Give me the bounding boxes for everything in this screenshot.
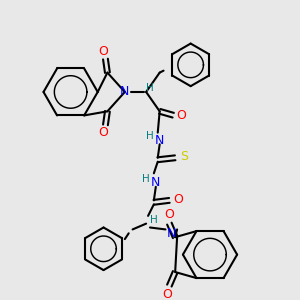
Text: H: H <box>146 131 154 142</box>
Text: N: N <box>151 176 160 190</box>
Text: H: H <box>150 215 158 225</box>
Text: O: O <box>176 109 186 122</box>
Text: N: N <box>167 227 176 240</box>
Text: O: O <box>99 126 109 139</box>
Text: O: O <box>173 193 183 206</box>
Text: O: O <box>99 45 109 58</box>
Text: H: H <box>146 83 154 93</box>
Text: N: N <box>120 85 130 98</box>
Text: S: S <box>180 150 188 163</box>
Text: O: O <box>163 288 172 300</box>
Text: H: H <box>142 174 150 184</box>
Text: N: N <box>155 134 164 147</box>
Text: O: O <box>164 208 174 221</box>
